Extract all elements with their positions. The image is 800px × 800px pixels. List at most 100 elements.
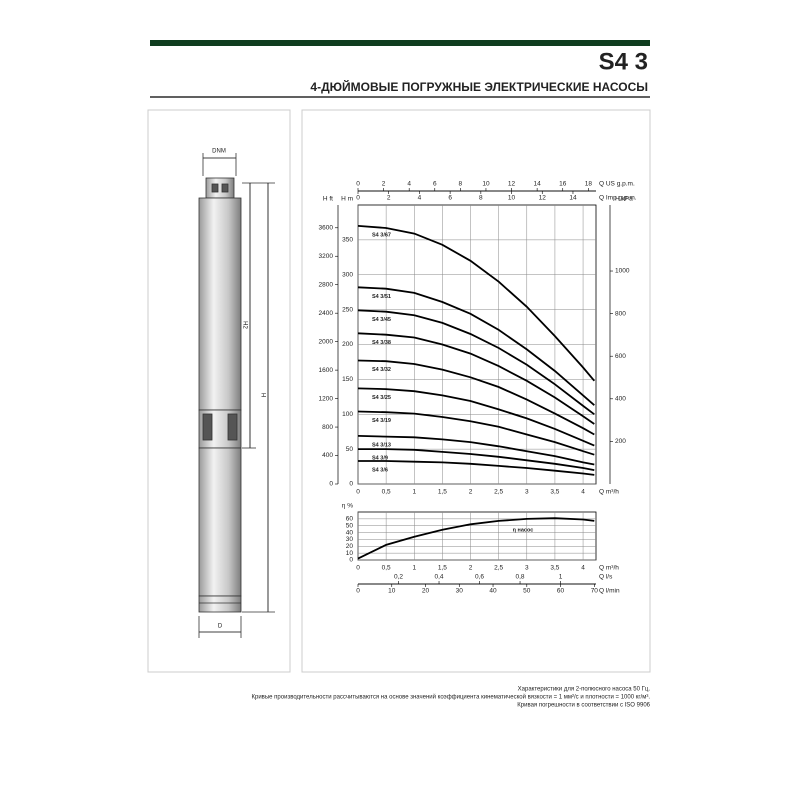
y-tick-label: 200 xyxy=(615,438,626,445)
dim-label: H xyxy=(259,393,265,397)
y-tick-label: 2000 xyxy=(319,338,334,345)
y-tick-label: 250 xyxy=(342,306,353,313)
x-tick-label: 2 xyxy=(469,489,473,496)
x-tick-label: 50 xyxy=(523,588,531,595)
curve-label: S4 3/19 xyxy=(372,418,391,424)
curve-label: S4 3/45 xyxy=(372,317,391,323)
x-axis-label: Q US g.p.m. xyxy=(599,181,635,188)
drawing-panel xyxy=(147,109,291,673)
x-tick-label: 0,5 xyxy=(382,565,391,572)
x-tick-label: 0,2 xyxy=(394,574,403,581)
y-tick-label: 50 xyxy=(346,446,354,453)
x-tick-label: 4 xyxy=(418,195,422,202)
x-tick-label: 1 xyxy=(412,565,416,572)
x-tick-label: 1 xyxy=(559,574,563,581)
curve xyxy=(357,359,595,436)
x-tick-label: 3,5 xyxy=(550,565,559,572)
x-tick-label: 3,5 xyxy=(550,489,559,496)
y-tick-label: 1000 xyxy=(615,268,630,275)
x-axis-label: Q m³/h xyxy=(599,489,619,496)
y-tick-label: 40 xyxy=(346,529,354,536)
curve xyxy=(357,410,595,456)
curve xyxy=(357,517,595,560)
y-axis-label: H m xyxy=(341,196,353,203)
y-tick-label: 400 xyxy=(322,452,333,459)
y-tick-label: 60 xyxy=(346,516,354,523)
y-tick-label: 150 xyxy=(342,376,353,383)
x-axis-label: Q l/s xyxy=(599,574,613,581)
x-axis-label: Q Imp g.p.m. xyxy=(599,195,637,202)
x-tick-label: 30 xyxy=(456,588,464,595)
x-tick-label: 4 xyxy=(407,181,411,188)
x-tick-label: 2,5 xyxy=(494,565,503,572)
y-tick-label: 2400 xyxy=(319,310,334,317)
page-title: S4 3 xyxy=(599,48,648,75)
x-tick-label: 14 xyxy=(569,195,577,202)
x-tick-label: 1,5 xyxy=(438,565,447,572)
y-tick-label: 600 xyxy=(615,353,626,360)
x-tick-label: 18 xyxy=(585,181,593,188)
x-tick-label: 0 xyxy=(356,181,360,188)
x-tick-label: 0 xyxy=(356,489,360,496)
x-tick-label: 4 xyxy=(581,565,585,572)
curve xyxy=(357,435,595,466)
x-axis-label: Q m³/h xyxy=(599,565,619,572)
x-tick-label: 10 xyxy=(482,181,490,188)
x-tick-label: 10 xyxy=(508,195,516,202)
y-tick-label: 3200 xyxy=(319,253,334,260)
y-tick-label: 0 xyxy=(349,557,353,564)
curve-label: S4 3/25 xyxy=(372,395,391,401)
x-axis-label: Q l/min xyxy=(599,588,620,595)
curve-label: S4 3/6 xyxy=(372,467,388,473)
curve-label: S4 3/32 xyxy=(372,367,391,373)
x-tick-label: 0,5 xyxy=(382,489,391,496)
y-tick-label: 300 xyxy=(342,271,353,278)
x-tick-label: 1,5 xyxy=(438,489,447,496)
dim-label: DNM xyxy=(212,149,226,155)
x-tick-label: 2,5 xyxy=(494,489,503,496)
curve-label: S4 3/9 xyxy=(372,456,388,462)
y-tick-label: 0 xyxy=(329,481,333,488)
y-tick-label: 3600 xyxy=(319,224,334,231)
curve xyxy=(358,460,595,476)
curve xyxy=(358,448,595,471)
y-tick-label: 50 xyxy=(346,522,354,529)
y-tick-label: 200 xyxy=(342,341,353,348)
x-tick-label: 0,8 xyxy=(516,574,525,581)
y-axis-label: H ft xyxy=(323,196,333,203)
curve-label: S4 3/67 xyxy=(372,232,391,238)
y-tick-label: 400 xyxy=(615,396,626,403)
x-tick-label: 60 xyxy=(557,588,565,595)
x-tick-label: 6 xyxy=(433,181,437,188)
y-tick-label: 800 xyxy=(615,310,626,317)
y-axis-label: η % xyxy=(342,503,353,510)
y-tick-label: 1200 xyxy=(319,395,334,402)
x-tick-label: 8 xyxy=(459,181,463,188)
dim-label: H2 xyxy=(241,321,247,329)
chart-panel xyxy=(301,109,651,673)
x-tick-label: 16 xyxy=(559,181,567,188)
curve xyxy=(357,309,595,416)
footer-note: Кривые производительности рассчитываются… xyxy=(251,694,650,701)
curve xyxy=(357,286,595,406)
page-subtitle: 4-ДЮЙМОВЫЕ ПОГРУЖНЫЕ ЭЛЕКТРИЧЕСКИЕ НАСОС… xyxy=(310,79,648,94)
footer-note: Кривая погрешности в соответствии с ISO … xyxy=(517,703,650,709)
y-tick-label: 20 xyxy=(346,543,354,550)
y-tick-label: 800 xyxy=(322,424,333,431)
curve xyxy=(357,225,595,382)
y-tick-label: 1600 xyxy=(319,367,334,374)
footer-note: Характеристики для 2-полюсного насоса 50… xyxy=(518,687,651,693)
header-bar xyxy=(150,40,650,46)
x-tick-label: 0,4 xyxy=(434,574,443,581)
x-tick-label: 0 xyxy=(356,565,360,572)
curve-label: S4 3/38 xyxy=(372,340,391,346)
x-tick-label: 2 xyxy=(387,195,391,202)
x-tick-label: 40 xyxy=(489,588,497,595)
y-tick-label: 2800 xyxy=(319,281,334,288)
x-tick-label: 3 xyxy=(525,565,529,572)
x-tick-label: 8 xyxy=(479,195,483,202)
dim-label: D xyxy=(218,624,223,630)
x-tick-label: 10 xyxy=(388,588,396,595)
y-tick-label: 350 xyxy=(342,237,353,244)
